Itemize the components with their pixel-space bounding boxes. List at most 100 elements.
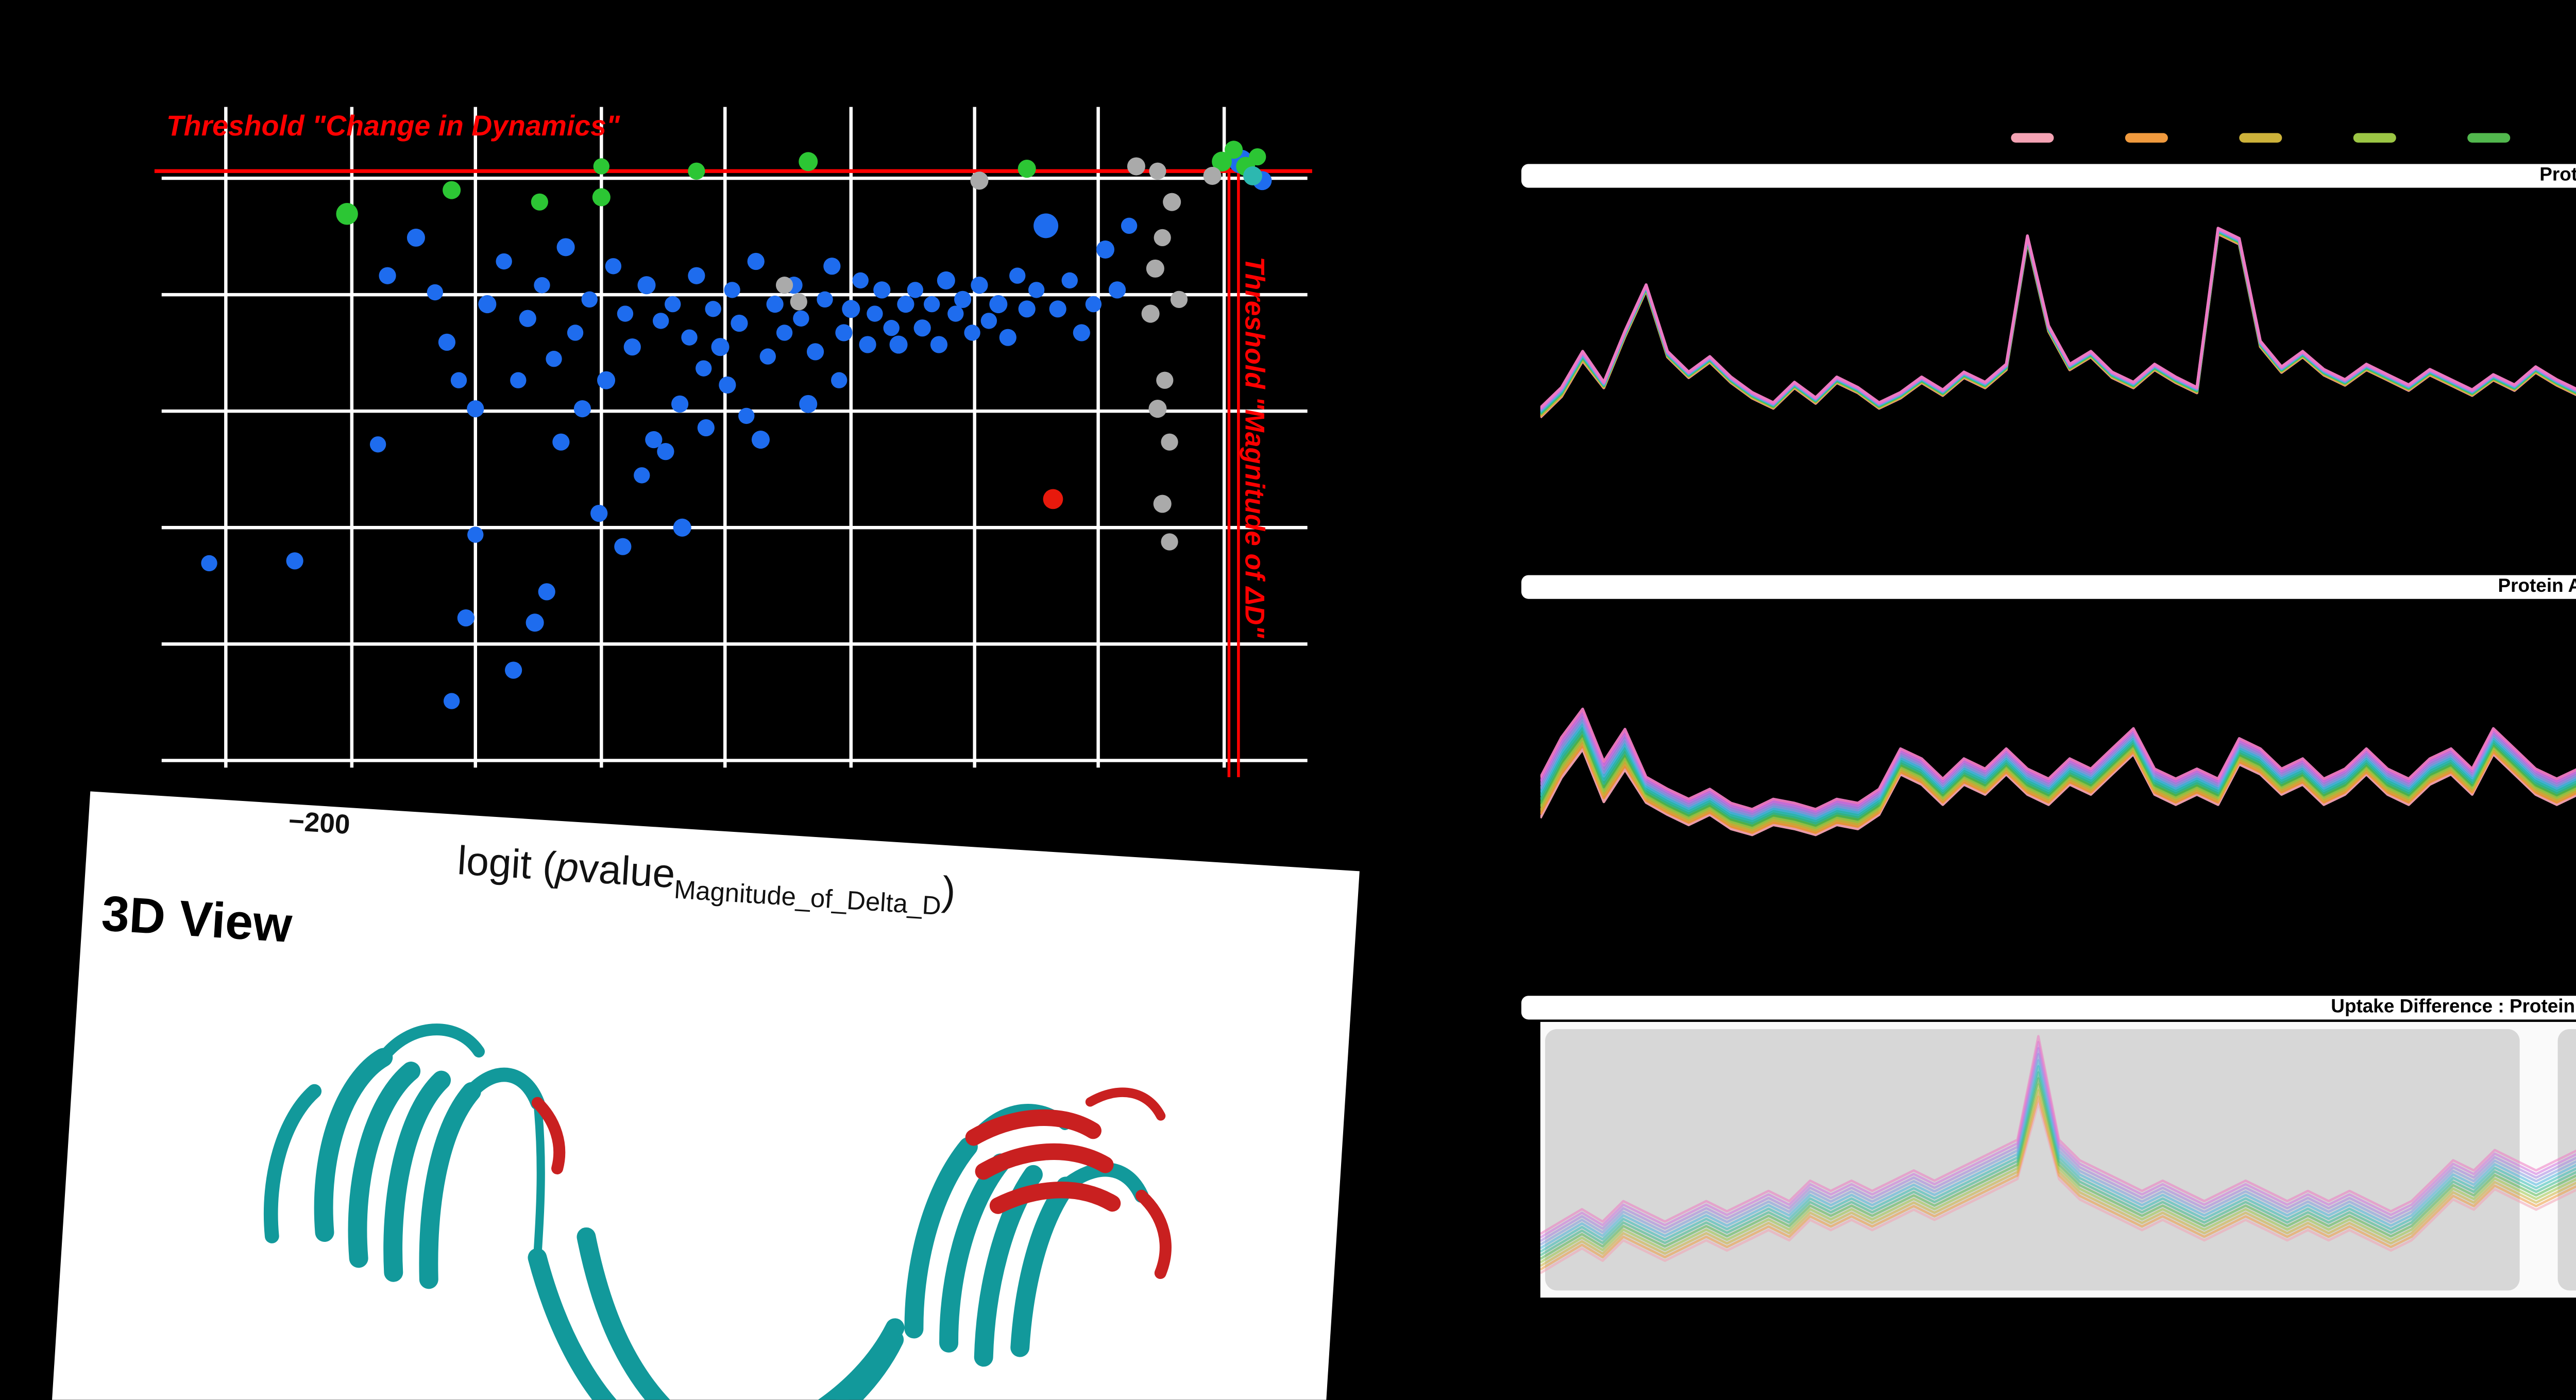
uptake-trace [1540, 227, 2576, 410]
scatter-point [1161, 433, 1178, 451]
scatter-point [369, 436, 386, 453]
scatter-point [617, 305, 634, 322]
scatter-point [806, 343, 824, 361]
uptake-trace [1540, 1065, 2576, 1253]
scatter-point [873, 281, 891, 299]
highlight-strand [965, 1109, 1101, 1146]
x-axis-label-value: value [577, 846, 676, 897]
uptake-trace [1540, 228, 2576, 411]
legend-swatch[interactable] [2125, 132, 2168, 142]
legend-swatch[interactable] [2353, 132, 2396, 142]
scatter-point [1146, 259, 1164, 278]
scatter-point [504, 661, 522, 679]
scatter-point [673, 518, 691, 537]
scatter-point [1141, 304, 1160, 323]
ribbon-strand [577, 1227, 680, 1400]
scatter-point [937, 271, 955, 289]
scatter-point [671, 395, 689, 413]
scatter-point [688, 162, 705, 180]
scatter-point [406, 228, 425, 247]
scatter-point [1161, 533, 1178, 551]
ribbon-loop [377, 1023, 485, 1064]
ribbon-strand [263, 1084, 322, 1243]
scatter-point [852, 272, 869, 289]
scatter-point [1073, 324, 1090, 342]
ribbon-strand [383, 1070, 451, 1282]
uptake-trace [1540, 1077, 2576, 1260]
uptake-trace [1540, 1047, 2576, 1242]
uptake-difference-chart[interactable] [1540, 1022, 2576, 1297]
scatter-point [590, 504, 608, 522]
scatter-point [1043, 489, 1063, 509]
x-axis-label-p: p [554, 844, 580, 891]
uptake-trace [1540, 1071, 2576, 1257]
uptake-trace [1540, 229, 2576, 413]
scatter-point [790, 293, 807, 311]
scatter-point [831, 372, 848, 388]
scatter-point [1148, 400, 1167, 418]
scatter-point [531, 193, 548, 211]
scatter-point [738, 407, 755, 424]
scatter-point [645, 431, 663, 449]
ribbon-strand [419, 1082, 481, 1289]
scatter-point [731, 314, 748, 332]
scatter-point [567, 325, 584, 341]
scatter-point [759, 348, 776, 365]
scatter-point [546, 351, 562, 367]
scatter-point [1156, 371, 1174, 389]
scatter-point [443, 181, 461, 199]
scatter-point [573, 400, 591, 418]
highlight-strand [989, 1182, 1121, 1214]
uptake-legend [2011, 131, 2576, 143]
scatter-point [980, 313, 997, 329]
uptake-trace [1540, 1059, 2576, 1250]
threshold-dynamics-label: Threshold "Change in Dynamics" [166, 109, 620, 143]
scatter-point [719, 376, 736, 394]
scatter-point [657, 443, 674, 460]
scatter-point [799, 395, 818, 413]
x-axis-tick: −200 [287, 808, 351, 841]
uptake-chart-protein-a[interactable] [1540, 190, 2576, 551]
scatter-point [799, 152, 818, 172]
panel-title-uptake-difference: Uptake Difference : Protein A - (Protein… [1521, 996, 2576, 1020]
scatter-point [1018, 300, 1036, 318]
scatter-point [552, 433, 570, 451]
scatter-point [665, 296, 681, 313]
panel-title-protein-a-ligand: Protein A + Ligand [1521, 575, 2576, 599]
scatter-point [496, 253, 512, 270]
scatter-point [1108, 281, 1126, 299]
uptake-trace [1540, 230, 2576, 415]
scatter-point [1127, 157, 1145, 176]
x-axis-label: logit (pvalueMagnitude_of_Delta_D) [455, 839, 957, 923]
scatter-point [1149, 162, 1166, 180]
scatter-point [867, 305, 883, 322]
ribbon-connector [533, 1099, 545, 1262]
scatter-point [681, 329, 698, 346]
volcano-scatter-chart[interactable] [143, 95, 1319, 784]
scatter-point [614, 538, 632, 555]
scatter-point [450, 372, 467, 388]
scatter-point [1212, 151, 1232, 172]
x-axis-label-prefix: logit ( [456, 838, 558, 890]
uptake-chart-protein-a-ligand[interactable] [1540, 604, 2576, 960]
scatter-point [457, 609, 474, 627]
scatter-point [964, 325, 980, 341]
ribbon-strand [348, 1062, 421, 1268]
scatter-point [478, 295, 497, 314]
scatter-point [438, 333, 456, 351]
legend-swatch[interactable] [2239, 132, 2282, 142]
legend-swatch[interactable] [2467, 132, 2511, 142]
scatter-point [637, 276, 656, 295]
scatter-point [947, 305, 964, 322]
protein-structure[interactable] [140, 945, 1267, 1400]
legend-swatch[interactable] [2011, 132, 2054, 142]
uptake-trace [1540, 1083, 2576, 1264]
scatter-point [889, 335, 908, 354]
scatter-point [519, 310, 536, 327]
scatter-point [971, 277, 988, 294]
ribbon-strand [314, 1048, 393, 1242]
scatter-point [747, 252, 765, 270]
scatter-point [697, 419, 715, 437]
scatter-point [1033, 213, 1059, 238]
